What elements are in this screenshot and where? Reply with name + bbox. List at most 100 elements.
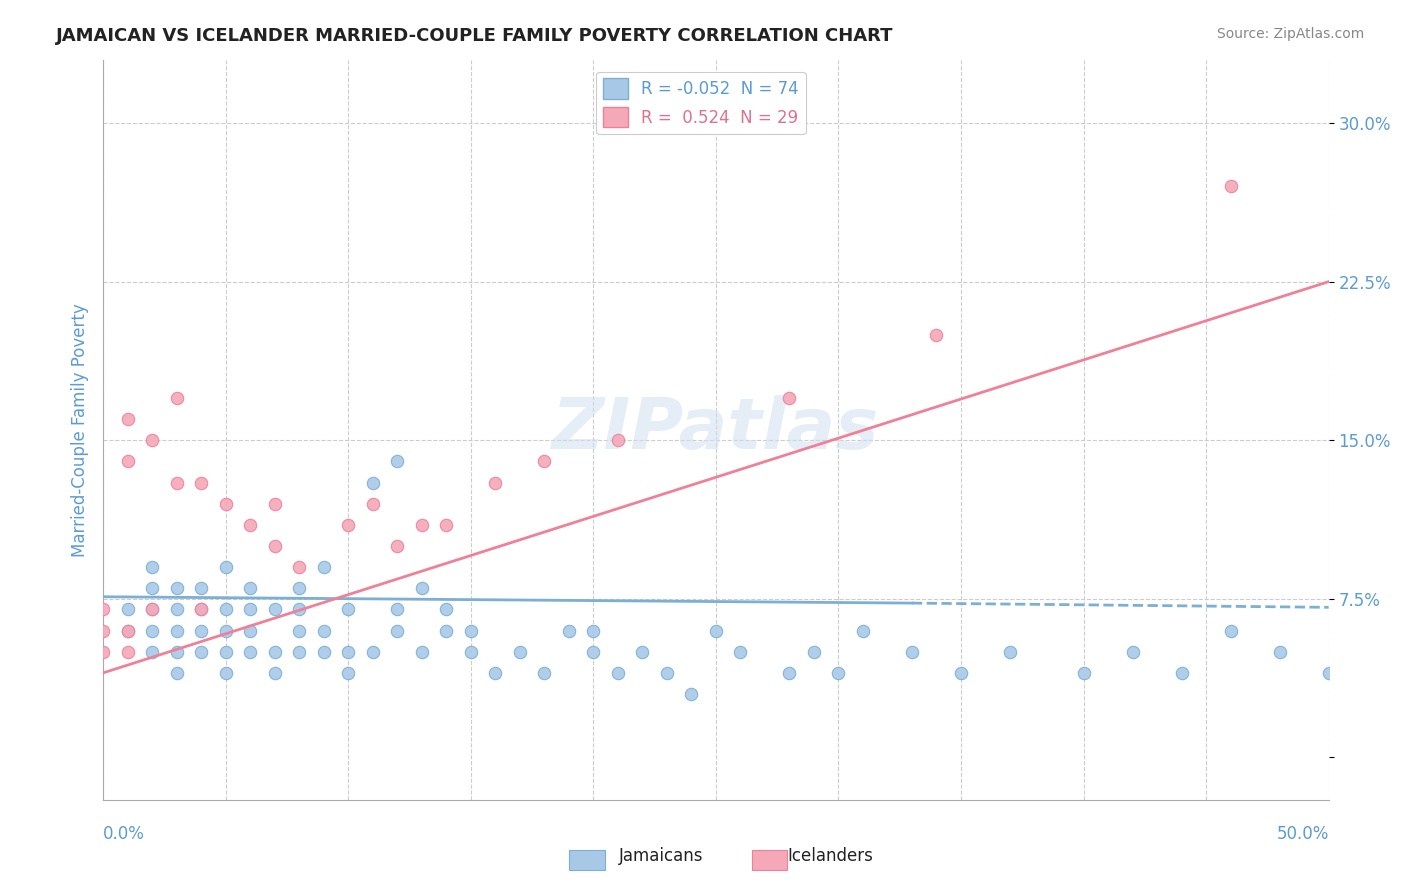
Point <box>1219 179 1241 194</box>
Point <box>190 624 212 638</box>
Point <box>533 665 555 680</box>
Point <box>215 560 238 574</box>
Point <box>1268 645 1291 659</box>
Point <box>288 624 311 638</box>
Point <box>460 645 482 659</box>
Point <box>166 665 188 680</box>
Point <box>166 624 188 638</box>
Point <box>166 602 188 616</box>
Point <box>337 517 360 532</box>
Point <box>361 497 384 511</box>
Point <box>434 624 457 638</box>
Point <box>484 475 506 490</box>
Point <box>166 391 188 405</box>
Point <box>190 582 212 596</box>
Point <box>141 602 163 616</box>
Point <box>239 582 262 596</box>
Point <box>91 645 114 659</box>
Text: 0.0%: 0.0% <box>103 825 145 843</box>
Point <box>1122 645 1144 659</box>
Point <box>190 475 212 490</box>
Point <box>387 454 409 468</box>
Point <box>215 602 238 616</box>
Point <box>778 665 800 680</box>
Point <box>852 624 875 638</box>
Point <box>1219 624 1241 638</box>
Y-axis label: Married-Couple Family Poverty: Married-Couple Family Poverty <box>72 302 89 557</box>
Point <box>263 665 285 680</box>
Point <box>484 665 506 680</box>
Point <box>215 645 238 659</box>
Point <box>166 645 188 659</box>
Point <box>460 624 482 638</box>
Point <box>117 454 139 468</box>
Point <box>827 665 849 680</box>
Point <box>387 602 409 616</box>
Point <box>387 624 409 638</box>
Point <box>117 645 139 659</box>
Point <box>312 624 335 638</box>
Text: 50.0%: 50.0% <box>1277 825 1329 843</box>
Point <box>263 602 285 616</box>
Point <box>411 645 433 659</box>
Point <box>1317 665 1340 680</box>
Point <box>1073 665 1095 680</box>
Point <box>288 602 311 616</box>
Point <box>141 645 163 659</box>
Point <box>704 624 727 638</box>
Point <box>117 624 139 638</box>
Point <box>91 624 114 638</box>
Point <box>141 560 163 574</box>
Text: Icelanders: Icelanders <box>787 847 873 865</box>
Point <box>925 327 948 342</box>
Point <box>288 582 311 596</box>
Point <box>239 517 262 532</box>
Point <box>141 582 163 596</box>
Point <box>998 645 1021 659</box>
Point <box>582 624 605 638</box>
Point <box>263 645 285 659</box>
Text: Jamaicans: Jamaicans <box>619 847 703 865</box>
Point <box>681 687 703 701</box>
Point <box>117 412 139 426</box>
Point <box>411 517 433 532</box>
Point <box>434 602 457 616</box>
Point <box>361 475 384 490</box>
Point <box>337 645 360 659</box>
Point <box>91 602 114 616</box>
Point <box>190 602 212 616</box>
Point <box>190 645 212 659</box>
Point <box>655 665 678 680</box>
Point <box>239 624 262 638</box>
Point <box>631 645 654 659</box>
Point <box>141 434 163 448</box>
Point <box>901 645 924 659</box>
Point <box>263 497 285 511</box>
Point <box>141 602 163 616</box>
Point <box>117 602 139 616</box>
Point <box>434 517 457 532</box>
Point <box>166 475 188 490</box>
Point <box>141 624 163 638</box>
Point <box>166 582 188 596</box>
Point <box>337 602 360 616</box>
Point <box>509 645 531 659</box>
Point <box>778 391 800 405</box>
Legend: R = -0.052  N = 74, R =  0.524  N = 29: R = -0.052 N = 74, R = 0.524 N = 29 <box>596 71 806 134</box>
Point <box>312 645 335 659</box>
Point <box>606 665 628 680</box>
Point <box>239 602 262 616</box>
Point <box>215 665 238 680</box>
Point <box>337 665 360 680</box>
Point <box>558 624 581 638</box>
Point <box>288 560 311 574</box>
Point <box>1170 665 1192 680</box>
Point <box>288 645 311 659</box>
Point <box>533 454 555 468</box>
Point <box>803 645 825 659</box>
Text: ZIPatlas: ZIPatlas <box>553 395 880 464</box>
Point <box>215 624 238 638</box>
Point <box>312 560 335 574</box>
Point <box>387 539 409 553</box>
Point <box>582 645 605 659</box>
